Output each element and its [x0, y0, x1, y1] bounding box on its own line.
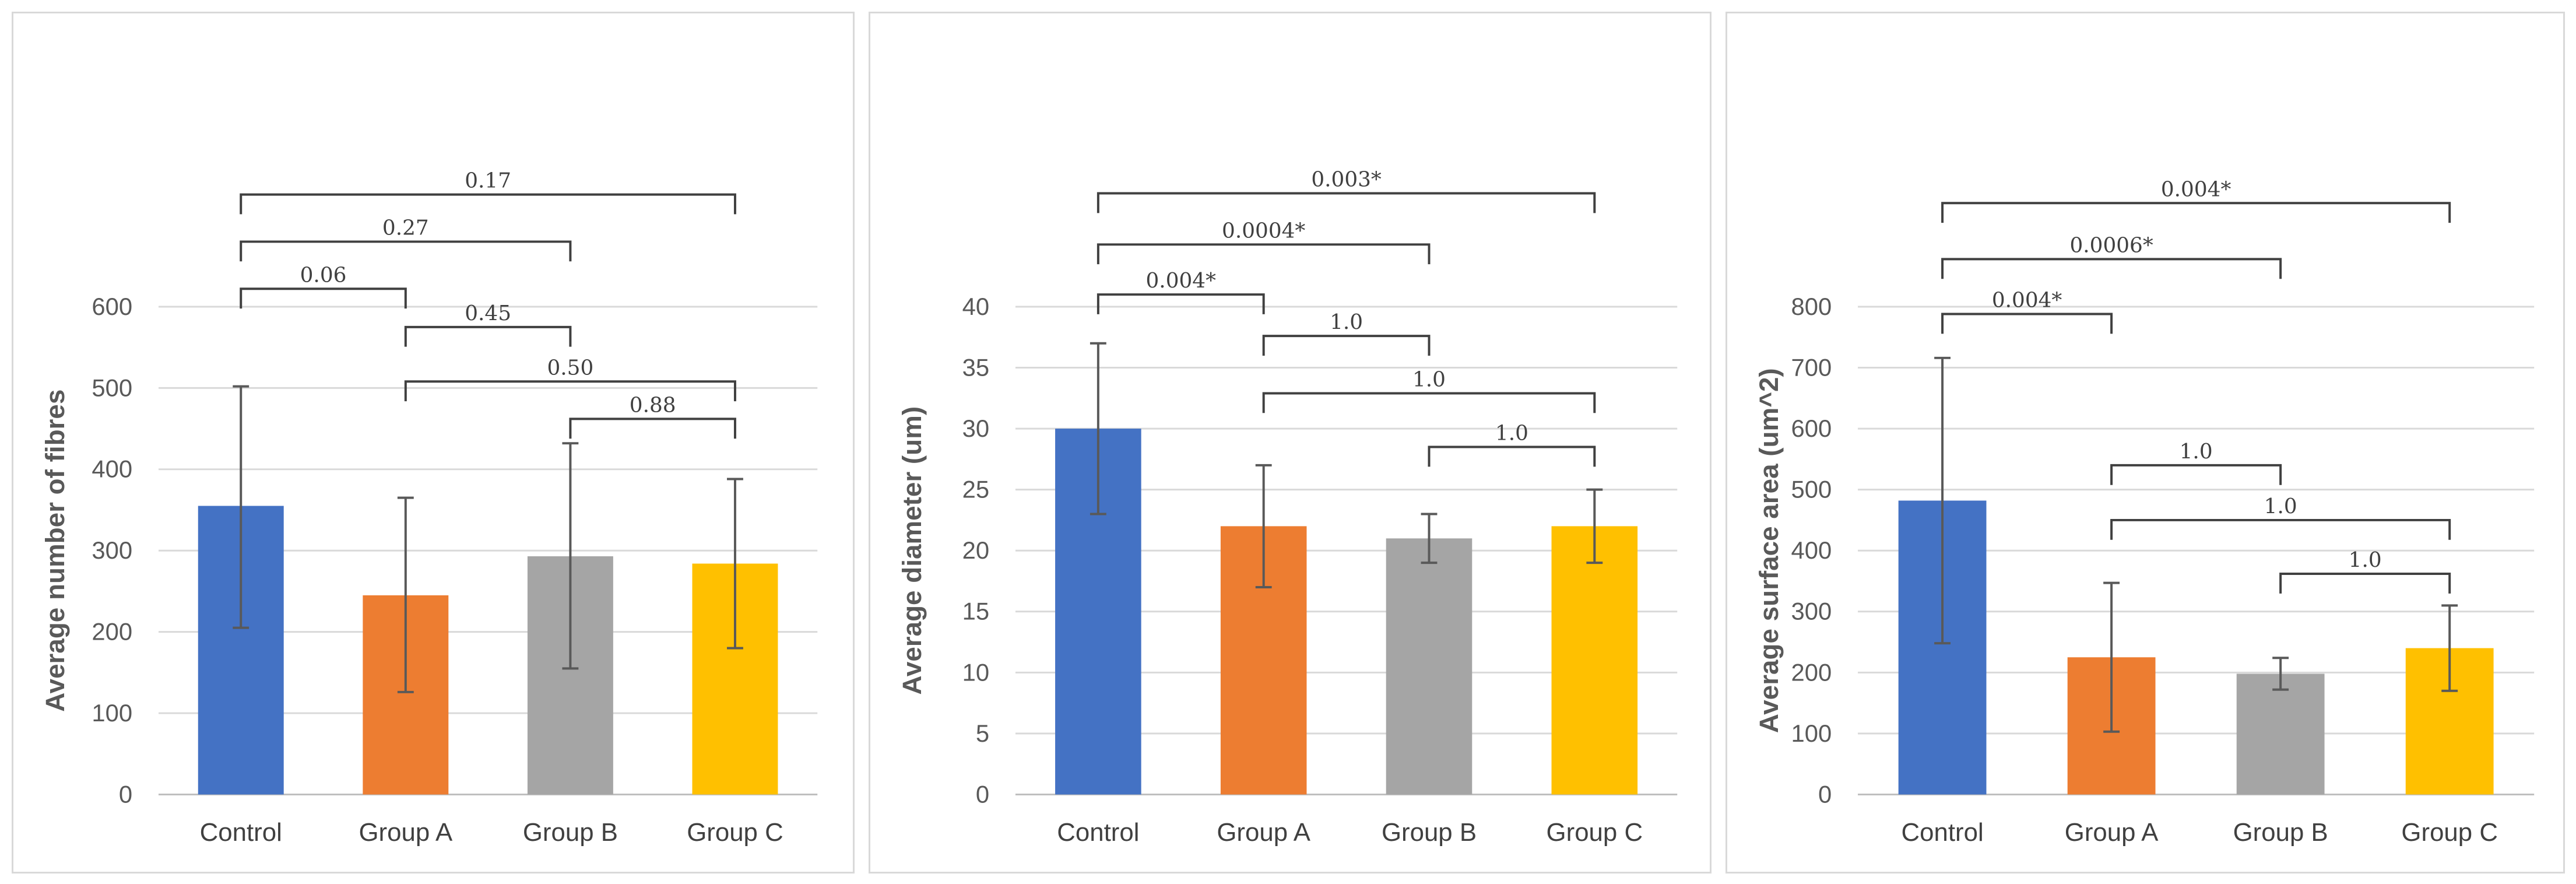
y-tick-label: 15: [962, 598, 990, 625]
y-tick-label: 400: [92, 455, 132, 483]
significance-bracket: [1262, 335, 1431, 356]
significance-bracket: [1262, 392, 1596, 413]
y-tick-label: 500: [1791, 476, 1832, 503]
p-value-label: 0.004*: [1146, 269, 1217, 293]
p-value-label: 0.27: [382, 216, 429, 240]
chart-panel-fibres: 0 100 200 300 400 500 600 Average number of fib…: [12, 12, 855, 874]
x-category-label: Group A: [2065, 818, 2159, 847]
y-tick-label: 300: [92, 536, 132, 564]
significance-bracket: [240, 287, 407, 309]
x-category-label: Group B: [1382, 818, 1477, 847]
y-tick-label: 300: [1791, 598, 1832, 625]
y-tick-label: 200: [1791, 658, 1832, 686]
p-value-label: 1.0: [2349, 548, 2382, 572]
bar-group-b: [2236, 673, 2325, 795]
x-category-label: Group B: [523, 818, 618, 847]
p-value-label: 1.0: [2264, 494, 2297, 518]
y-tick-label: 0: [1818, 780, 1832, 808]
y-axis-label: Average diameter (um): [897, 406, 927, 695]
y-tick-label: 100: [1791, 720, 1832, 747]
significance-bracket: [1097, 243, 1431, 265]
x-category-label: Group B: [2233, 818, 2328, 847]
p-value-label: 0.0004*: [1222, 219, 1305, 243]
bar-group-c: [1551, 526, 1638, 795]
y-axis-label: Average number of fibres: [40, 390, 70, 712]
chart-panel-diameter: 0 5 10 15 20 25 30 35 40 Average diameter (um) Con…: [869, 12, 1712, 874]
chart-svg-fibres: 0 100 200 300 400 500 600 Average number of fib…: [40, 169, 818, 847]
y-tick-label: 5: [976, 720, 989, 747]
p-value-label: 0.45: [465, 301, 511, 325]
x-category-label: Group C: [687, 818, 783, 847]
p-value-label: 0.003*: [1311, 168, 1382, 192]
x-category-label: Control: [1901, 818, 1983, 847]
significance-bracket: [404, 325, 572, 347]
p-value-label: 1.0: [1412, 368, 1446, 392]
p-value-label: 0.50: [547, 356, 593, 380]
p-value-label: 0.06: [300, 263, 347, 287]
y-tick-label: 35: [962, 353, 990, 381]
x-category-label: Group C: [2401, 818, 2498, 847]
x-category-label: Group C: [1547, 818, 1643, 847]
y-tick-label: 30: [962, 415, 990, 442]
y-tick-label: 0: [976, 780, 989, 808]
x-category-label: Control: [200, 818, 282, 847]
chart-svg-diameter: 0 5 10 15 20 25 30 35 40 Average diameter (um) Con…: [897, 168, 1678, 847]
p-value-label: 0.88: [630, 393, 676, 417]
y-tick-label: 0: [119, 780, 132, 808]
y-tick-label: 20: [962, 536, 990, 564]
significance-bracket: [1428, 445, 1596, 467]
p-value-label: 1.0: [2180, 440, 2213, 464]
y-tick-label: 500: [92, 374, 132, 401]
y-tick-label: 200: [92, 618, 132, 646]
significance-bracket: [1097, 293, 1265, 314]
significance-bracket: [1941, 258, 2282, 279]
p-value-label: 0.0006*: [2069, 233, 2153, 257]
significance-bracket: [1941, 313, 2113, 334]
y-tick-label: 10: [962, 658, 990, 686]
p-value-label: 0.17: [465, 169, 511, 193]
significance-bracket: [404, 380, 736, 402]
significance-bracket: [240, 240, 572, 262]
chart-svg-surface-area: 0 100 200 300 400 500 600 700 800 Average surface…: [1754, 177, 2535, 847]
significance-bracket: [240, 193, 736, 215]
x-category-label: Control: [1057, 818, 1139, 847]
p-value-label: 1.0: [1330, 310, 1363, 334]
y-tick-label: 600: [1791, 415, 1832, 442]
p-value-label: 0.004*: [1992, 289, 2062, 313]
y-tick-label: 100: [92, 699, 132, 727]
p-value-label: 1.0: [1495, 422, 1528, 445]
bar-group-b: [1386, 538, 1472, 795]
significance-bracket: [1097, 192, 1596, 213]
y-tick-label: 800: [1791, 293, 1832, 320]
significance-bracket: [2110, 518, 2451, 540]
x-category-label: Group A: [1217, 818, 1310, 847]
y-axis-label: Average surface area (um^2): [1754, 368, 1784, 733]
significance-bracket: [569, 418, 736, 439]
chart-panel-surface-area: 0 100 200 300 400 500 600 700 800 Average surface…: [1725, 12, 2565, 874]
significance-bracket: [2279, 572, 2451, 594]
y-tick-label: 25: [962, 476, 990, 503]
y-tick-label: 40: [962, 293, 990, 320]
x-category-label: Group A: [359, 818, 452, 847]
significance-bracket: [2110, 464, 2282, 485]
y-tick-label: 700: [1791, 353, 1832, 381]
significance-bracket: [1941, 202, 2451, 223]
y-tick-label: 600: [92, 293, 132, 320]
p-value-label: 0.004*: [2161, 177, 2231, 201]
y-tick-label: 400: [1791, 536, 1832, 564]
